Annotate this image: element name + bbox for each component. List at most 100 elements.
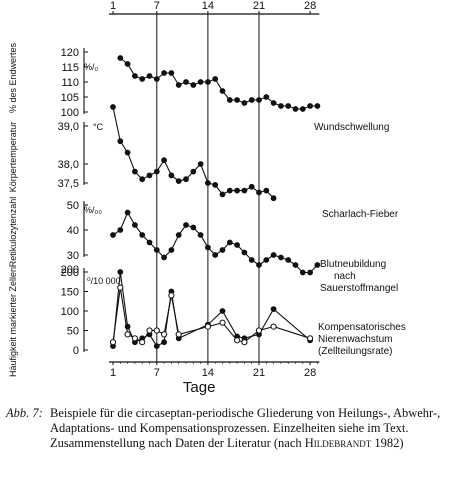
data-point <box>124 209 131 216</box>
data-point <box>197 161 204 167</box>
data-point <box>256 189 262 196</box>
data-point <box>307 103 314 109</box>
data-point-open <box>109 339 117 346</box>
caption-label: Abb. 7: <box>6 406 43 420</box>
data-point <box>175 82 182 88</box>
data-point <box>153 247 160 253</box>
bottom-tick-label: 7 <box>154 367 160 379</box>
data-point <box>226 239 233 246</box>
data-point <box>161 339 168 346</box>
data-point <box>248 257 255 263</box>
data-point <box>205 180 211 186</box>
series-label: Kompensatorisches Nierenwachstum (Zellteil… <box>318 322 406 357</box>
data-point <box>241 249 248 256</box>
data-point-open <box>153 327 160 334</box>
data-point <box>161 70 168 76</box>
y-tick-label: 150 <box>61 287 79 299</box>
data-point <box>124 61 131 67</box>
data-point <box>139 176 146 183</box>
data-point <box>146 239 153 246</box>
caption-author: Hildebrandt <box>304 436 372 450</box>
data-point <box>314 103 321 109</box>
data-point <box>299 106 306 112</box>
data-point <box>285 257 292 263</box>
series-line <box>112 106 274 199</box>
data-point <box>168 70 175 76</box>
series-line <box>119 57 318 110</box>
data-point-open <box>124 331 131 338</box>
data-point <box>270 100 277 106</box>
bottom-tick-label: 28 <box>304 367 316 379</box>
y-tick-label: 37,5 <box>58 178 79 190</box>
data-point-open <box>168 292 175 299</box>
data-point <box>263 187 270 194</box>
data-point-open <box>241 339 248 346</box>
data-point <box>110 232 116 238</box>
bottom-tick-label: 14 <box>202 367 214 379</box>
data-point <box>234 242 241 248</box>
y-tick-label: 40 <box>67 225 79 237</box>
chart-marks <box>109 55 321 350</box>
data-point <box>117 55 124 61</box>
y-tick-label: 38,0 <box>58 159 79 171</box>
data-point <box>132 168 138 175</box>
data-point-open <box>204 323 211 330</box>
data-point <box>117 227 124 233</box>
data-point <box>299 269 306 276</box>
y-tick-label: 105 <box>61 92 79 104</box>
y-axis-title: Retikulozytenzahl <box>8 197 18 268</box>
data-point-open <box>270 323 277 330</box>
caption-body: Beispiele für die circaseptan-periodisch… <box>50 406 466 451</box>
y-tick-label: 120 <box>61 47 79 59</box>
data-point-open <box>161 331 168 338</box>
chart-figure: 1 7 14 21 28 1 7 14 21 28 Tage 120 115 110 105 100 % des… <box>8 0 406 396</box>
data-point <box>270 195 277 202</box>
y-tick-label: 200 <box>61 264 79 276</box>
data-point <box>132 73 138 79</box>
y-axis-title: Häufigkeit markierter Zellen <box>8 267 18 377</box>
unit-label: °C <box>93 122 104 132</box>
data-point <box>248 97 255 103</box>
data-point <box>190 224 197 231</box>
data-point <box>212 252 219 258</box>
data-point <box>175 178 182 185</box>
bottom-tick-label: 21 <box>253 367 265 379</box>
unit-label: %/₀₀ <box>84 205 102 215</box>
data-point <box>256 97 262 103</box>
data-point <box>139 232 146 238</box>
data-point <box>241 100 248 106</box>
data-point-open <box>307 335 314 342</box>
data-point <box>132 222 138 228</box>
y-tick-label: 200 <box>61 267 79 279</box>
y-tick-label: 39,0 <box>58 121 79 133</box>
data-point <box>212 182 219 188</box>
data-point <box>197 79 204 85</box>
data-point <box>278 254 284 261</box>
bottom-tick-label: 1 <box>110 367 116 379</box>
top-tick-label: 28 <box>304 0 316 12</box>
data-point <box>219 191 226 198</box>
top-tick-label: 7 <box>154 0 160 12</box>
unit-label: %/₀ <box>84 62 99 72</box>
data-point <box>117 138 124 145</box>
data-point <box>278 103 284 109</box>
data-point <box>270 252 277 258</box>
data-point <box>153 343 160 350</box>
top-tick-label: 21 <box>253 0 265 12</box>
data-point-open <box>146 327 153 334</box>
y-tick-label: 50 <box>67 326 79 338</box>
caption-year: 1982) <box>374 436 404 450</box>
x-axis-label: Tage <box>183 379 216 396</box>
data-point <box>205 244 211 251</box>
plot-frame <box>83 11 320 365</box>
series-label: Wundschwellung <box>314 122 389 133</box>
data-point <box>205 79 211 85</box>
data-point <box>124 149 131 156</box>
series-label: Blutneubildung nach Sauerstoffmangel <box>320 259 398 294</box>
data-point <box>153 76 160 82</box>
data-point <box>117 269 124 275</box>
data-point <box>234 97 241 103</box>
data-point <box>226 97 233 103</box>
y-tick-label: 0 <box>73 345 79 357</box>
data-point <box>248 183 255 190</box>
